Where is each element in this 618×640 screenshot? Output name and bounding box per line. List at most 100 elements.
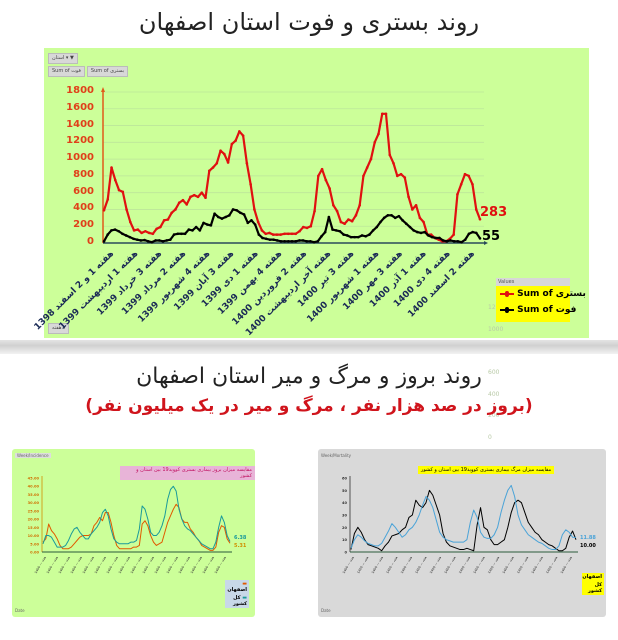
svg-text:50: 50	[342, 489, 348, 493]
svg-text:هفته — 1400: هفته — 1400	[46, 555, 59, 574]
legend-item-deaths: Sum of فوت	[496, 302, 576, 318]
pivot-value-button-deaths[interactable]: Sum of فوت	[48, 66, 85, 77]
mortality-legend-country: کل کشور	[582, 581, 604, 595]
deaths-end-label: 55	[482, 229, 501, 244]
svg-text:هفته — 1400: هفته — 1400	[202, 555, 215, 574]
main-plot-area	[101, 87, 488, 245]
y-tick-label: 1200	[66, 135, 94, 147]
svg-text:هفته — 1400: هفته — 1400	[94, 555, 107, 574]
legend-label-hospitalized: Sum of بستری	[517, 289, 586, 299]
svg-text:هفته — 1400: هفته — 1400	[118, 555, 131, 574]
y-tick-label: 1400	[66, 118, 94, 130]
incidence-country-end-label: 6.38	[234, 535, 247, 541]
y-tick-label: 800	[73, 168, 94, 180]
svg-text:30: 30	[342, 514, 348, 518]
legend-label: اصفهان	[227, 587, 247, 593]
svg-text:هفته — 1400: هفته — 1400	[166, 555, 179, 574]
y2-tick-label: 600	[488, 369, 500, 377]
svg-text:40: 40	[342, 501, 348, 505]
svg-text:هفته — 1400: هفته — 1400	[356, 555, 369, 574]
svg-text:35.00: 35.00	[28, 493, 40, 497]
svg-text:هفته — 1400: هفته — 1400	[531, 555, 544, 574]
y-tick-label: 1600	[66, 101, 94, 113]
hospitalized-end-label: 283	[480, 205, 508, 220]
svg-text:هفته — 1400: هفته — 1400	[545, 555, 558, 574]
y2-tick-label: 1000	[488, 325, 504, 333]
svg-text:هفته — 1400: هفته — 1400	[516, 555, 529, 574]
svg-text:هفته — 1400: هفته — 1400	[142, 555, 155, 574]
svg-text:هفته — 1400: هفته — 1400	[82, 555, 95, 574]
svg-text:هفته — 1400: هفته — 1400	[429, 555, 442, 574]
mortality-legend: اصفهان کل کشور	[582, 573, 604, 595]
incidence-footer: Date	[15, 608, 25, 613]
svg-text:45.00: 45.00	[28, 477, 40, 481]
incidence-legend: ▬ اصفهان ▬ کل کشور	[225, 580, 249, 608]
pivot-values-buttons: Sum of فوت Sum of بستری	[48, 66, 129, 77]
svg-text:10: 10	[342, 538, 348, 542]
mortality-corner-label: Week/Mortality	[321, 453, 352, 458]
y-tick-label: 0	[87, 236, 94, 247]
y-tick-label: 1000	[66, 152, 94, 164]
mortality-legend-isfahan: اصفهان	[582, 573, 604, 581]
svg-text:هفته — 1400: هفته — 1400	[414, 555, 427, 574]
svg-text:5.00: 5.00	[30, 542, 39, 546]
pivot-filter-button[interactable]: استان ▾ ▼	[48, 53, 78, 64]
incidence-legend-isfahan: ▬ اصفهان	[225, 580, 249, 594]
svg-text:هفته — 1400: هفته — 1400	[70, 555, 83, 574]
svg-text:هفته — 1400: هفته — 1400	[342, 555, 355, 574]
svg-text:هفته — 1400: هفته — 1400	[443, 555, 456, 574]
svg-text:هفته — 1400: هفته — 1400	[385, 555, 398, 574]
pivot-axis-button[interactable]: هفته ▾	[48, 323, 70, 334]
svg-text:هفته — 1400: هفته — 1400	[34, 555, 47, 574]
y2-tick-label: 400	[488, 390, 500, 398]
y-tick-label: 1800	[66, 85, 94, 96]
incidence-chart-title: مقایسه میزان بروز بیماری بستری کووید19 ب…	[120, 466, 255, 480]
svg-text:هفته — 1400: هفته — 1400	[190, 555, 203, 574]
svg-text:هفته — 1400: هفته — 1400	[130, 555, 143, 574]
legend-label: کل کشور	[232, 595, 247, 607]
svg-text:هفته — 1400: هفته — 1400	[400, 555, 413, 574]
legend-header: Values	[496, 278, 570, 286]
svg-text:25.00: 25.00	[28, 509, 40, 513]
section-divider	[0, 340, 618, 354]
y2-tick-label: 1200	[488, 304, 518, 311]
svg-text:هفته — 1400: هفته — 1400	[473, 555, 486, 574]
y2-tick-label: 200	[488, 412, 500, 420]
legend-label: اصفهان	[582, 574, 602, 580]
svg-text:هفته — 1400: هفته — 1400	[560, 555, 573, 574]
incidence-plot-area: 0.00 5.00 10.00 15.00 20.00 25.00 30.00 35.00 40…	[28, 476, 232, 574]
mortality-isfahan-end-label: 10.00	[580, 543, 596, 549]
red-line-marker-icon	[500, 290, 514, 297]
legend-label: کل کشور	[587, 582, 602, 594]
svg-text:هفته — 1400: هفته — 1400	[214, 555, 227, 574]
svg-text:هفته — 1400: هفته — 1400	[154, 555, 167, 574]
section2-title: روند بروز و مرگ و میر استان اصفهان	[136, 364, 482, 389]
orange-line-icon: ▬	[242, 581, 247, 587]
section1-title: روند بستری و فوت استان اصفهان	[138, 8, 480, 36]
svg-text:40.00: 40.00	[28, 485, 40, 489]
incidence-comparison-chart: Week/Incidence مقایسه میزان بروز بیماری …	[12, 449, 255, 617]
svg-text:20: 20	[342, 526, 348, 530]
svg-text:0.00: 0.00	[30, 551, 39, 555]
mortality-chart-title: مقایسه میزان مرگ بیماری بستری کووید19 بی…	[418, 466, 555, 474]
legend-item-hospitalized: Sum of بستری	[496, 286, 586, 302]
mortality-footer: Date	[321, 608, 331, 613]
svg-text:هفته — 1400: هفته — 1400	[178, 555, 191, 574]
svg-text:0: 0	[344, 551, 347, 555]
section2-subtitle: (بروز در صد هزار نفر ، مرگ و میر در یک م…	[85, 396, 533, 416]
y-tick-label: 400	[73, 202, 94, 214]
incidence-legend-country: ▬ کل کشور	[225, 594, 249, 608]
y-tick-label: 600	[73, 185, 94, 197]
svg-text:هفته — 1400: هفته — 1400	[58, 555, 71, 574]
pivot-value-button-hospitalized[interactable]: Sum of بستری	[86, 66, 129, 77]
teal-line-icon: ▬	[242, 595, 247, 601]
svg-text:30.00: 30.00	[28, 501, 40, 505]
black-line-marker-icon	[500, 306, 514, 313]
svg-text:15.00: 15.00	[28, 526, 40, 530]
incidence-isfahan-end-label: 5.31	[234, 543, 247, 549]
incidence-corner-label: Week/Incidence	[15, 453, 51, 458]
svg-text:هفته — 1400: هفته — 1400	[502, 555, 515, 574]
svg-text:60: 60	[342, 477, 348, 481]
mortality-comparison-chart: Week/Mortality مقایسه میزان مرگ بیماری ب…	[318, 449, 606, 617]
